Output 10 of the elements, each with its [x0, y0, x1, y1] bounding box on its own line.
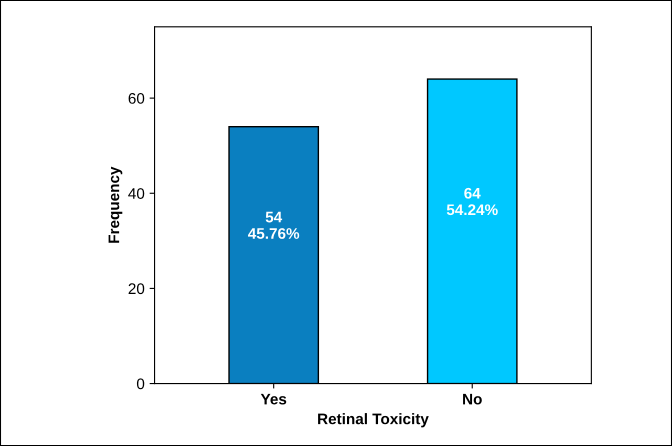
x-axis-title: Retinal Toxicity — [318, 413, 429, 428]
x-tick-label: No — [463, 394, 482, 405]
y-axis-title: Frequency — [108, 166, 122, 243]
data-label: 64 54.24% — [446, 188, 498, 216]
x-tick-label: Yes — [260, 394, 286, 405]
y-tick-label: 20 — [128, 283, 144, 294]
data-label: 54 45.76% — [248, 212, 300, 239]
y-tick-label: 0 — [136, 378, 144, 390]
y-tick-label: 40 — [128, 188, 144, 199]
y-tick-label: 60 — [128, 92, 144, 104]
